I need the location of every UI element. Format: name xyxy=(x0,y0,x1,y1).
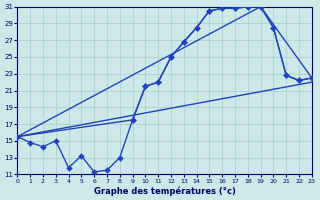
X-axis label: Graphe des températures (°c): Graphe des températures (°c) xyxy=(94,186,236,196)
